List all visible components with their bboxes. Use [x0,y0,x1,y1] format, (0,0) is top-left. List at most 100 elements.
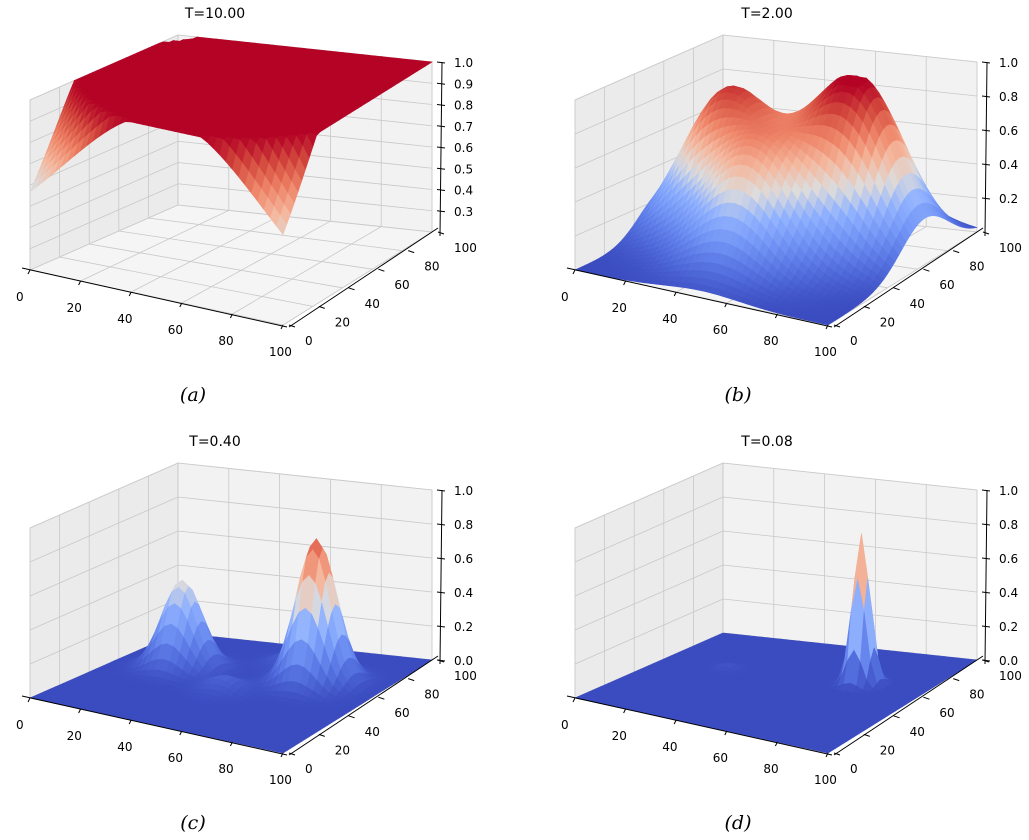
x-tick-label: 80 [218,334,233,348]
y-tick-label: 100 [454,241,477,255]
x-tick [78,280,82,286]
z-tick-label: 1.0 [999,56,1018,70]
y-tick-label: 0 [305,334,313,348]
y-tick-label: 20 [335,315,350,329]
y-tick [863,305,870,309]
z-tick [981,197,991,200]
z-tick-label: 0.6 [999,124,1018,138]
x-tick-label: 20 [612,301,627,315]
y-tick-label: 100 [999,241,1022,255]
x-tick [78,708,82,714]
y-tick-label: 40 [365,725,380,739]
x-tick-label: 0 [16,718,24,732]
x-tick-label: 0 [561,290,569,304]
y-tick [408,678,415,682]
x-tick-label: 0 [16,290,24,304]
z-tick-label: 1.0 [454,56,473,70]
y-tick-label: 80 [424,688,439,702]
x-tick-label: 20 [67,729,82,743]
z-tick-label: 0.4 [999,158,1018,172]
y-tick-label: 100 [454,669,477,683]
z-tick [436,189,446,191]
z-tick-label: 0.6 [454,552,473,566]
z-tick-label: 0.8 [454,99,473,113]
x-tick [572,269,576,275]
z-tick-label: 0.8 [999,90,1018,104]
z-tick-label: 0.5 [454,162,473,176]
x-tick-label: 100 [269,773,292,787]
x-tick [27,269,31,275]
z-tick [981,61,991,64]
x-tick-label: 80 [763,334,778,348]
z-tick-label: 0.3 [454,205,473,219]
x-tick [623,280,627,286]
z-tick [436,82,446,85]
y-tick [318,733,325,737]
y-tick-label: 60 [394,706,409,720]
z-tick-label: 0.9 [454,77,473,91]
x-tick-label: 40 [117,740,132,754]
x-tick-label: 40 [117,312,132,326]
z-tick [436,61,446,64]
x-tick-label: 60 [168,323,183,337]
y-tick-label: 40 [365,297,380,311]
y-tick [437,231,445,235]
z-tick [436,659,446,662]
z-tick [436,167,446,170]
x-tick-label: 100 [269,345,292,359]
y-tick [318,305,325,309]
z-tick [436,591,446,594]
z-tick [436,625,446,628]
x-tick-label: 80 [218,762,233,776]
grid-line [29,183,433,250]
grid-line [29,162,433,228]
y-tick [953,250,960,254]
x-tick-label: 40 [662,312,677,326]
x-tick-label: 60 [168,751,183,765]
y-tick-label: 0 [305,762,313,776]
z-axis-line [439,489,443,665]
y-tick [378,268,385,272]
y-tick [982,231,990,235]
y-tick-label: 80 [969,260,984,274]
z-tick [436,210,446,213]
surface [29,36,433,236]
z-tick [436,146,446,149]
z-tick-label: 0.7 [454,120,473,134]
z-axis-line [439,61,443,237]
z-tick [981,163,991,166]
x-tick [27,697,31,703]
y-tick-label: 20 [335,743,350,757]
panel-b: 0 20 40 60 80 100 0 20 40 60 80 100 0.2 0.4 0.6 0.8 1.0 [561,34,1022,359]
y-tick-label: 60 [939,278,954,292]
y-tick [348,715,355,719]
z-tick-label: 0.2 [454,620,473,634]
z-tick-label: 0.6 [454,141,473,155]
panel-c: 0204060801000204060801000.00.20.40.60.81… [16,462,477,787]
x-tick-label: 20 [67,301,82,315]
z-tick [436,125,446,128]
grid-line [29,140,433,207]
y-tick [348,287,355,291]
z-tick-label: 0.2 [999,192,1018,206]
panel-a: 0 20 40 60 80 100 0 20 40 60 80 100 0.3 0.4 0.5 0.6 0.7 0… [16,34,477,359]
x-tick-label: 60 [713,323,728,337]
z-tick-label: 0.8 [454,518,473,532]
y-tick-label: 20 [880,315,895,329]
z-tick-label: 0.4 [454,184,473,198]
z-tick [981,129,991,132]
y-tick [893,287,900,291]
z-axis-line [984,61,988,237]
y-tick [408,250,415,254]
y-tick-label: 60 [394,278,409,292]
z-tick-label: 0.4 [454,586,473,600]
z-tick [436,523,446,526]
y-tick-label: 40 [910,297,925,311]
y-tick [923,268,930,272]
z-tick [981,95,991,98]
y-tick-label: 0 [850,334,858,348]
x-tick-label: 100 [814,345,837,359]
z-tick [436,557,446,560]
y-tick-label: 80 [424,260,439,274]
